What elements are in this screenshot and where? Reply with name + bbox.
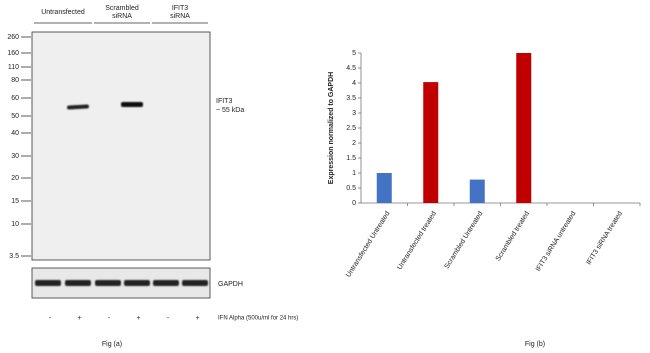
marker-label: 160 [7,50,19,57]
y-tick-label: 2.5 [346,125,356,132]
group-label: Scrambled [105,5,139,12]
caption: Fig (a) [102,341,122,348]
bar [423,82,439,203]
blot-membrane [31,31,211,261]
marker-label: 15 [11,198,19,205]
x-tick-label: Scrambled treated [495,210,531,262]
y-tick-label: 3.5 [346,95,356,102]
y-tick-label: 4 [352,80,356,87]
y-axis-label: Expression normalized to GAPDH [328,72,335,184]
y-tick-label: 4.5 [346,65,356,72]
marker-label: 60 [11,95,19,102]
marker-label: 3.5 [9,253,19,260]
treatment-sign: + [195,315,199,322]
y-tick-label: 5 [352,50,356,57]
marker-label: 110 [8,64,19,71]
treatment-label: IFN Alpha (500u/ml for 24 hrs) [218,316,298,322]
treatment-sign: - [108,315,111,322]
marker-label: 30 [11,153,19,160]
y-tick-label: 3 [352,110,356,117]
x-tick-label: Scrambled Untreated [444,210,485,270]
x-tick-label: IFIT3 siRNA treated [585,210,624,266]
y-tick-label: 0.5 [346,185,356,192]
group-label: siRNA [112,13,132,20]
marker-label: 80 [11,77,19,84]
group-label: siRNA [170,13,190,20]
treatment-sign: - [49,315,52,322]
treatment-sign: - [167,315,170,322]
group-label: IFIT3 [172,5,188,12]
y-tick-label: 2 [352,140,356,147]
marker-label: 50 [11,113,19,120]
marker-label: 260 [7,34,19,41]
marker-label: 10 [11,221,19,228]
y-tick-label: 1.5 [346,155,356,162]
band-label: ~ 55 kDa [216,107,244,114]
x-tick-label: Untransfected treated [396,210,438,271]
y-tick-label: 1 [352,170,356,177]
marker-label: 40 [11,130,19,137]
caption: Fig (b) [525,341,545,348]
x-tick-label: IFIT3 siRNA untreated [535,210,578,273]
marker-label: 20 [11,175,19,182]
y-tick-label: 0 [352,200,356,207]
bands [35,102,208,286]
bar [376,173,392,203]
group-label: Untransfected [41,9,85,16]
band-label: IFIT3 [216,98,232,105]
loading-label: GAPDH [218,281,243,288]
treatment-sign: + [136,315,140,322]
treatment-sign: + [77,315,81,322]
bar [516,53,532,203]
x-tick-label: Untransfected Untreated [345,210,391,278]
bar [469,179,485,203]
